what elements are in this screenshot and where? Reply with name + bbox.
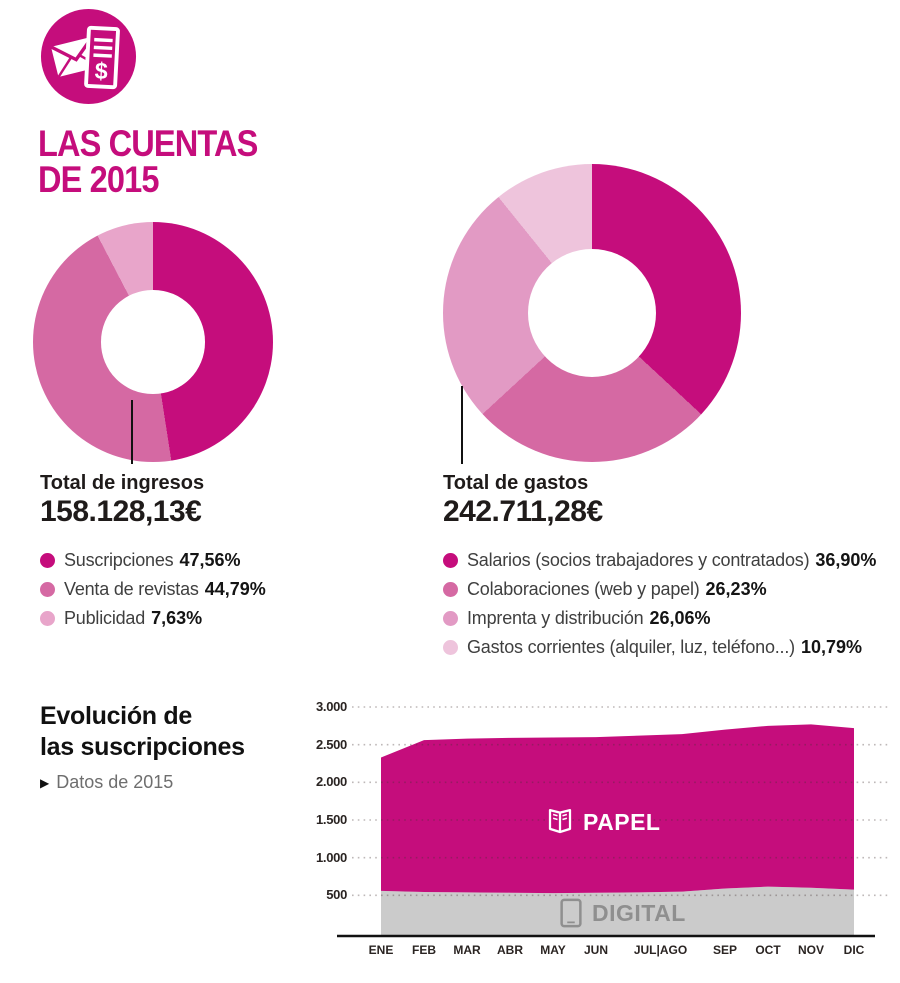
expenses-total-label: Total de gastos: [443, 472, 589, 494]
x-axis-month-label: JUN: [583, 943, 609, 957]
donut-hole: [527, 248, 657, 378]
expenses-donut-chart: [443, 164, 741, 462]
digital-area: [381, 886, 854, 936]
svg-text:$: $: [94, 58, 108, 85]
legend-row: Colaboraciones (web y papel) 26,23%: [443, 579, 876, 599]
x-axis-month-label: SEP: [712, 943, 738, 957]
evolution-title-line1: Evolución de: [40, 702, 192, 730]
donut-hole: [101, 290, 205, 394]
evolution-subtitle-text: Datos de 2015: [56, 772, 174, 792]
legend-label: Suscripciones: [64, 550, 174, 570]
x-axis-month-label: NOV: [797, 943, 825, 957]
accounts-envelope-invoice-icon: $: [40, 8, 137, 105]
legend-row: Venta de revistas 44,79%: [40, 579, 266, 599]
page-title-line1: LAS CUENTAS: [38, 123, 258, 164]
legend-bullet-icon: [443, 553, 458, 568]
legend-row: Imprenta y distribución 26,06%: [443, 608, 876, 628]
legend-label: Colaboraciones (web y papel): [467, 579, 700, 599]
legend-row: Publicidad 7,63%: [40, 608, 266, 628]
legend-row: Gastos corrientes (alquiler, luz, teléfo…: [443, 637, 876, 657]
y-axis-tick-label: 2.500: [315, 736, 347, 752]
y-axis-tick-label: 2.000: [315, 774, 347, 790]
legend-bullet-icon: [443, 640, 458, 655]
y-axis-tick-label: 500: [326, 887, 347, 903]
legend-percent: 26,23%: [705, 579, 767, 599]
expenses-total-amount: 242.711,28€: [443, 495, 603, 528]
income-donut-chart: [33, 222, 273, 462]
income-total-label: Total de ingresos: [40, 472, 205, 494]
income-legend: Suscripciones 47,56% Venta de revistas 44,7…: [40, 550, 266, 638]
expenses-leader-line: [461, 386, 463, 464]
income-leader-line: [131, 400, 133, 464]
papel-series-label: PAPEL: [545, 807, 660, 837]
papel-series-text: PAPEL: [583, 808, 661, 835]
papel-area: [381, 724, 854, 894]
tablet-icon: [560, 898, 582, 928]
legend-percent: 44,79%: [204, 579, 266, 599]
legend-percent: 7,63%: [151, 608, 203, 628]
x-axis-month-label: JUL|AGO: [633, 943, 688, 957]
x-axis-month-label: FEB: [412, 943, 436, 957]
legend-percent: 47,56%: [179, 550, 241, 570]
digital-series-label: DIGITAL: [558, 898, 686, 928]
legend-label: Salarios (socios trabajadores y contrata…: [467, 550, 810, 570]
y-axis-tick-label: 1.500: [315, 812, 347, 827]
legend-bullet-icon: [443, 582, 458, 597]
triangle-bullet-icon: ▶: [40, 775, 50, 790]
y-axis-tick-label: 1.000: [315, 849, 347, 865]
y-axis-tick-label: 3.000: [315, 699, 347, 714]
evolution-subtitle: ▶ Datos de 2015: [40, 772, 173, 793]
open-book-icon: [548, 809, 572, 834]
evolution-title-line2: las suscripciones: [40, 733, 245, 761]
x-axis-month-label: DIC: [843, 943, 865, 957]
legend-bullet-icon: [40, 553, 55, 568]
legend-label: Publicidad: [64, 608, 146, 628]
legend-percent: 26,06%: [649, 608, 711, 628]
legend-label: Gastos corrientes (alquiler, luz, teléfo…: [467, 637, 795, 657]
area-chart-canvas: [337, 706, 888, 938]
page-title-line2: DE 2015: [38, 159, 159, 200]
x-axis-month-label: ENE: [368, 943, 394, 957]
x-axis-month-label: MAY: [540, 943, 566, 957]
x-axis-month-label: MAR: [453, 943, 481, 957]
legend-bullet-icon: [40, 611, 55, 626]
legend-label: Imprenta y distribución: [467, 608, 644, 628]
legend-row: Suscripciones 47,56%: [40, 550, 266, 570]
x-axis-month-label: OCT: [755, 943, 781, 957]
x-axis-month-label: ABR: [497, 943, 523, 957]
digital-series-text: DIGITAL: [592, 899, 686, 926]
subscriptions-area-chart: PAPEL DIGITAL 500 1.000 1.500 2.000 2.500 3.0…: [300, 695, 900, 980]
legend-percent: 36,90%: [815, 550, 877, 570]
income-total-amount: 158.128,13€: [40, 495, 202, 528]
legend-label: Venta de revistas: [64, 579, 199, 599]
legend-row: Salarios (socios trabajadores y contrata…: [443, 550, 877, 570]
expenses-legend: Salarios (socios trabajadores y contrata…: [443, 550, 877, 667]
legend-bullet-icon: [40, 582, 55, 597]
legend-bullet-icon: [443, 611, 458, 626]
legend-percent: 10,79%: [800, 637, 863, 657]
